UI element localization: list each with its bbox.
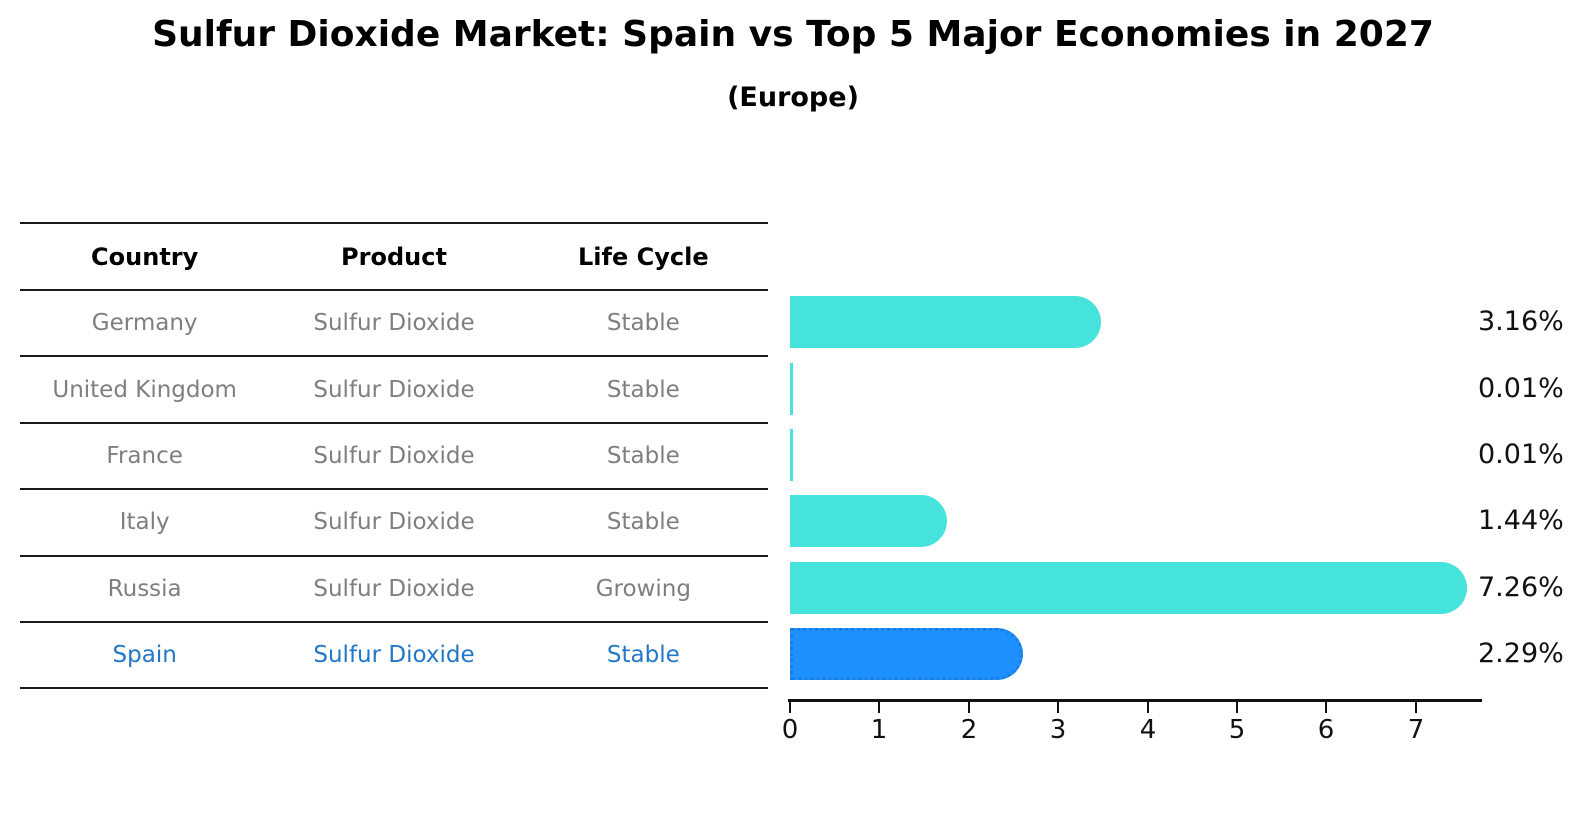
x-tick-label: 3 bbox=[1049, 715, 1067, 745]
x-tick-mark bbox=[789, 702, 791, 713]
table-row: Russia Sulfur Dioxide Growing bbox=[20, 557, 768, 623]
x-tick-mark bbox=[1147, 702, 1149, 713]
value-label: 1.44% bbox=[1478, 505, 1564, 536]
cell-life-cycle: Stable bbox=[606, 509, 680, 536]
column-header-country: Country bbox=[91, 242, 199, 271]
x-tick-label: 7 bbox=[1407, 715, 1425, 745]
table-row: Spain Sulfur Dioxide Stable bbox=[20, 623, 768, 690]
x-tick-label: 1 bbox=[870, 715, 888, 745]
cell-life-cycle: Stable bbox=[606, 310, 680, 337]
cell-country: Germany bbox=[91, 310, 198, 337]
table-row: Germany Sulfur Dioxide Stable bbox=[20, 291, 768, 358]
x-axis-line bbox=[788, 699, 1482, 702]
chart-title: Sulfur Dioxide Market: Spain vs Top 5 Ma… bbox=[152, 14, 1434, 55]
cell-product: Sulfur Dioxide bbox=[313, 509, 475, 536]
column-header-life-cycle: Life Cycle bbox=[578, 242, 709, 271]
x-tick-label: 4 bbox=[1139, 715, 1157, 745]
cell-life-cycle: Stable bbox=[606, 442, 680, 469]
bar-highlight-spain bbox=[790, 628, 1023, 680]
value-label: 3.16% bbox=[1478, 306, 1564, 337]
x-tick-mark bbox=[1325, 702, 1327, 713]
cell-life-cycle: Growing bbox=[595, 575, 691, 602]
x-tick-label: 5 bbox=[1228, 715, 1246, 745]
x-tick-label: 2 bbox=[960, 715, 978, 745]
value-label: 0.01% bbox=[1478, 373, 1564, 404]
value-label: 7.26% bbox=[1478, 572, 1564, 603]
x-tick-mark bbox=[1415, 702, 1417, 713]
cell-country: Spain bbox=[112, 642, 177, 669]
bar-germany bbox=[790, 296, 1101, 348]
cell-product: Sulfur Dioxide bbox=[313, 642, 475, 669]
cell-product: Sulfur Dioxide bbox=[313, 442, 475, 469]
bar-italy bbox=[790, 495, 947, 547]
x-tick-label: 0 bbox=[781, 715, 799, 745]
cell-country: Russia bbox=[107, 575, 182, 602]
cell-country: United Kingdom bbox=[52, 376, 237, 403]
bar-united-kingdom bbox=[790, 363, 793, 415]
bar-russia bbox=[790, 562, 1467, 614]
bar-france bbox=[790, 429, 793, 481]
x-tick-mark bbox=[968, 702, 970, 713]
cell-product: Sulfur Dioxide bbox=[313, 310, 475, 337]
value-label: 0.01% bbox=[1478, 439, 1564, 470]
value-label: 2.29% bbox=[1478, 638, 1564, 669]
cell-life-cycle: Stable bbox=[606, 642, 680, 669]
table-row: United Kingdom Sulfur Dioxide Stable bbox=[20, 357, 768, 424]
x-tick-mark bbox=[878, 702, 880, 713]
cell-product: Sulfur Dioxide bbox=[313, 575, 475, 602]
table-row: Italy Sulfur Dioxide Stable bbox=[20, 490, 768, 557]
x-tick-mark bbox=[1057, 702, 1059, 713]
chart-subtitle: (Europe) bbox=[727, 82, 859, 113]
cell-life-cycle: Stable bbox=[606, 376, 680, 403]
table-row: France Sulfur Dioxide Stable bbox=[20, 424, 768, 491]
cell-product: Sulfur Dioxide bbox=[313, 376, 475, 403]
country-table: Country Product Life Cycle Germany Sulfur D… bbox=[20, 222, 768, 690]
table-header-row: Country Product Life Cycle bbox=[20, 224, 768, 291]
column-header-product: Product bbox=[341, 242, 447, 271]
cell-country: Italy bbox=[119, 509, 170, 536]
x-tick-mark bbox=[1236, 702, 1238, 713]
x-tick-label: 6 bbox=[1317, 715, 1335, 745]
cell-country: France bbox=[106, 442, 183, 469]
table-body: Germany Sulfur Dioxide Stable United Kingdo… bbox=[20, 291, 768, 690]
